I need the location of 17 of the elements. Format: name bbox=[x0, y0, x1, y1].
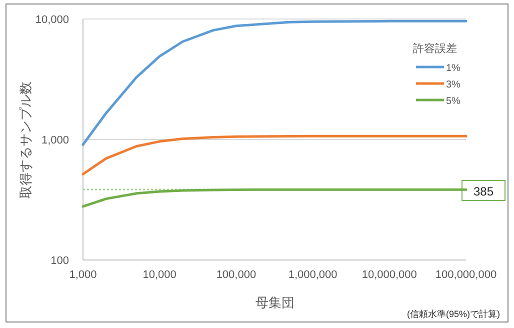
y-tick-label: 10,000 bbox=[35, 14, 69, 26]
x-tick-label: 100,000 bbox=[216, 269, 256, 281]
x-tick-label: 10,000 bbox=[142, 269, 176, 281]
y-tick-label: 100 bbox=[50, 255, 69, 267]
legend-label: 3% bbox=[446, 80, 461, 90]
x-tick-label: 100,000,000 bbox=[435, 269, 497, 281]
x-tick-label: 10,000,000 bbox=[362, 269, 417, 281]
legend-label: 5% bbox=[446, 96, 461, 107]
y-tick-label: 1,000 bbox=[41, 134, 69, 146]
legend-label: 1% bbox=[446, 63, 461, 74]
x-axis-title: 母集団 bbox=[256, 295, 294, 310]
legend-title: 許容誤差 bbox=[413, 42, 457, 55]
y-axis-title: 取得するサンプル数 bbox=[18, 82, 33, 198]
ref-line-label: 385 bbox=[473, 184, 494, 198]
text: (信頼水準(95%)で計算) bbox=[406, 309, 500, 319]
x-tick-label: 1,000 bbox=[69, 269, 97, 281]
x-tick-label: 1,000,000 bbox=[288, 269, 338, 281]
